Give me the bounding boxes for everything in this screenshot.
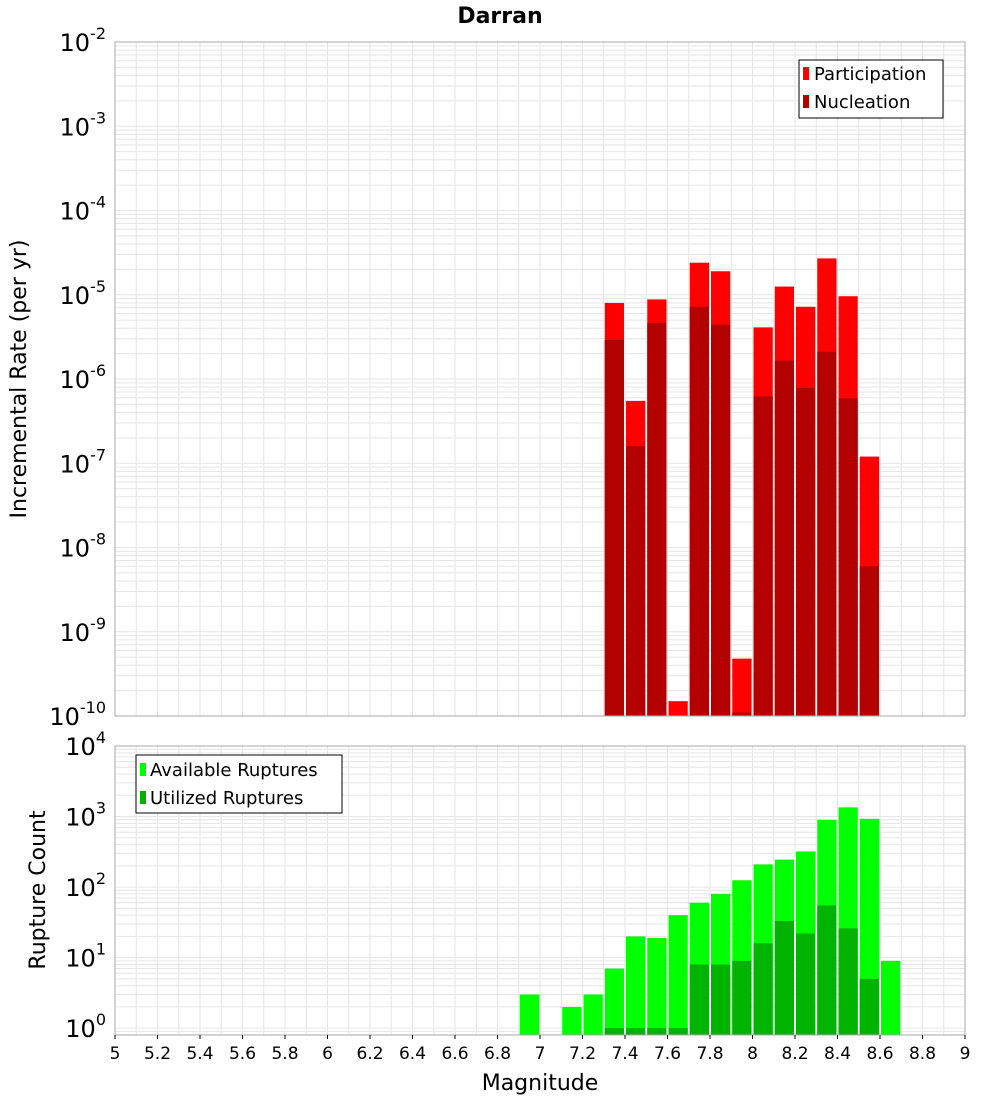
rate-legend-box: [798, 59, 944, 119]
utilized-ruptures-bar: [689, 964, 709, 1035]
nucleation-bar: [817, 351, 837, 716]
y-tick-label: 10-9: [60, 614, 107, 647]
nucleation-bar: [753, 396, 773, 716]
utilized-ruptures-bar: [774, 921, 794, 1035]
nucleation-bar: [774, 360, 794, 716]
available-ruptures-bar: [881, 960, 901, 1035]
rate-y-ticks: 10-10 10-9 10-8 10-7 10-6 10-5 10-4 10-3 10-2: [49, 24, 106, 731]
available-ruptures-bar: [583, 994, 603, 1035]
nucleation-bar: [796, 388, 816, 716]
x-tick-label: 6.6: [441, 1044, 468, 1064]
y-tick-label: 10-8: [60, 530, 107, 563]
y-tick-label: 10-3: [60, 108, 107, 141]
x-ticks: 5 5.2 5.4 5.6 5.8 6 6.2 6.4 6.6 6.8 7 7.2 7.4 7.6 7.8 8…: [110, 1035, 971, 1064]
available-ruptures-bar: [562, 1006, 582, 1035]
x-tick-label: 7.2: [569, 1044, 596, 1064]
count-legend-box: [135, 754, 343, 814]
x-tick-label: 5.6: [229, 1044, 256, 1064]
rate-y-axis-label: Incremental Rate (per yr): [7, 240, 32, 519]
y-tick-label: 10-2: [60, 24, 107, 57]
x-tick-label: 8.8: [909, 1044, 936, 1064]
y-tick-label: 10-4: [60, 193, 107, 226]
nucleation-bar: [711, 324, 731, 716]
y-tick-label: 104: [65, 728, 106, 761]
count-y-ticks: 100 101 102 103 104: [65, 728, 106, 1043]
available-legend-swatch: [140, 763, 146, 776]
y-tick-label: 10-5: [60, 277, 107, 310]
y-tick-label: 10-6: [60, 361, 107, 394]
x-tick-label: 6.8: [484, 1044, 511, 1064]
x-tick-label: 7.6: [654, 1044, 681, 1064]
utilized-ruptures-bar: [647, 1028, 667, 1035]
x-tick-label: 5.4: [186, 1044, 213, 1064]
count-panel: 100 101 102 103 104 5 5.2 5.4 5.6 5.8 6 6.2 6.4 6.6 6…: [26, 728, 970, 1096]
utilized-ruptures-bar: [859, 978, 879, 1035]
participation-legend-label: Participation: [814, 64, 926, 85]
x-tick-label: 8.6: [866, 1044, 893, 1064]
participation-legend-swatch: [803, 67, 809, 80]
y-tick-label: 100: [65, 1010, 106, 1043]
utilized-ruptures-bar: [796, 933, 816, 1035]
utilized-ruptures-bar: [817, 905, 837, 1035]
x-tick-label: 8: [747, 1044, 758, 1064]
y-tick-label: 10-10: [49, 698, 106, 731]
x-tick-label: 7.8: [696, 1044, 723, 1064]
count-bars: [519, 807, 901, 1035]
utilized-legend-label: Utilized Ruptures: [150, 788, 303, 809]
nucleation-bar: [647, 323, 667, 716]
nucleation-bar: [689, 306, 709, 716]
x-tick-label: 9: [960, 1044, 971, 1064]
x-tick-label: 5: [110, 1044, 121, 1064]
utilized-ruptures-bar: [732, 960, 752, 1035]
x-tick-label: 6.4: [399, 1044, 426, 1064]
x-tick-label: 5.8: [271, 1044, 298, 1064]
count-legend[interactable]: Available Ruptures Utilized Ruptures: [135, 754, 343, 814]
utilized-ruptures-bar: [604, 1028, 624, 1035]
count-y-axis-label: Rupture Count: [26, 810, 51, 970]
available-ruptures-bar: [626, 936, 646, 1035]
x-tick-label: 6: [322, 1044, 333, 1064]
utilized-ruptures-bar: [711, 964, 731, 1035]
utilized-ruptures-bar: [753, 943, 773, 1035]
rate-plot-frame: [114, 41, 966, 717]
rate-panel: 10-10 10-9 10-8 10-7 10-6 10-5 10-4 10-3 10-2 In…: [7, 24, 966, 731]
utilized-ruptures-bar: [668, 1028, 688, 1035]
nucleation-bar: [626, 446, 646, 716]
nucleation-bar: [732, 712, 752, 716]
x-tick-label: 7: [535, 1044, 546, 1064]
utilized-legend-swatch: [140, 791, 146, 804]
nucleation-legend-swatch: [803, 95, 809, 108]
rate-legend[interactable]: Participation Nucleation: [798, 59, 944, 119]
available-ruptures-bar: [519, 994, 539, 1035]
nucleation-bar: [838, 398, 858, 716]
nucleation-bar: [604, 340, 624, 716]
available-legend-label: Available Ruptures: [150, 760, 318, 781]
y-tick-label: 102: [65, 869, 106, 902]
nucleation-bar: [859, 566, 879, 716]
x-tick-label: 8.2: [781, 1044, 808, 1064]
utilized-ruptures-bar: [838, 928, 858, 1035]
x-tick-label: 7.4: [611, 1044, 638, 1064]
chart-title: Darran: [457, 4, 542, 29]
x-axis-label: Magnitude: [482, 1071, 599, 1096]
available-ruptures-bar: [668, 915, 688, 1035]
x-tick-label: 5.2: [144, 1044, 171, 1064]
y-tick-label: 101: [65, 940, 106, 973]
available-ruptures-bar: [647, 937, 667, 1035]
x-tick-label: 8.4: [824, 1044, 851, 1064]
available-ruptures-bar: [604, 968, 624, 1035]
x-tick-label: 6.2: [356, 1044, 383, 1064]
participation-bar: [732, 658, 752, 716]
rate-grid: [114, 41, 966, 717]
utilized-ruptures-bar: [626, 1028, 646, 1035]
y-tick-label: 103: [65, 799, 106, 832]
rate-bars: [604, 258, 879, 716]
nucleation-legend-label: Nucleation: [814, 92, 910, 113]
participation-bar: [668, 701, 688, 716]
y-tick-label: 10-7: [60, 445, 107, 478]
